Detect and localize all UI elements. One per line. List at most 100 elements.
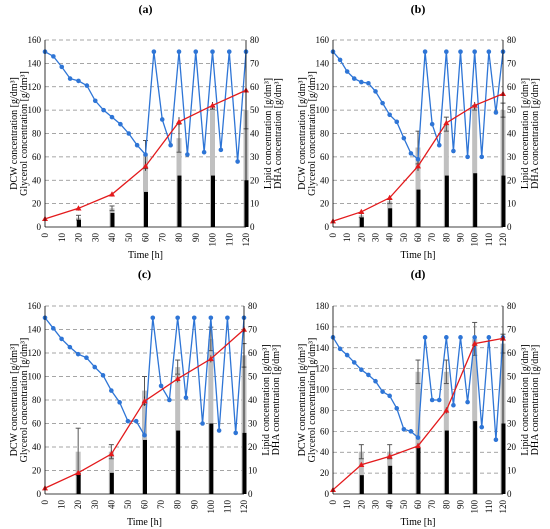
glycerol-point bbox=[408, 151, 414, 156]
y-tick-label: 40 bbox=[320, 447, 330, 457]
glycerol-point bbox=[210, 49, 215, 54]
glycerol-point bbox=[479, 424, 485, 430]
x-tick-label: 20 bbox=[73, 500, 83, 510]
glycerol-point bbox=[167, 397, 172, 403]
y-tick-label: 60 bbox=[320, 152, 330, 162]
bar-dha bbox=[109, 472, 114, 494]
glycerol-point bbox=[84, 83, 90, 88]
glycerol-point bbox=[75, 351, 81, 357]
glycerol-point bbox=[479, 154, 485, 160]
x-tick-label: 110 bbox=[484, 233, 494, 247]
glycerol-point bbox=[351, 76, 357, 81]
x-tick-label: 90 bbox=[456, 500, 466, 510]
glycerol-point bbox=[185, 152, 190, 157]
glycerol-point bbox=[67, 76, 73, 81]
x-tick-label: 60 bbox=[141, 233, 151, 243]
x-tick-label: 60 bbox=[413, 233, 423, 243]
glycerol-point bbox=[200, 421, 205, 426]
y-tick-label: 180 bbox=[316, 301, 330, 311]
glycerol-point bbox=[151, 49, 157, 54]
y-tick-label: 140 bbox=[316, 58, 330, 68]
y2-tick-label: 70 bbox=[507, 325, 517, 335]
glycerol-point bbox=[176, 49, 182, 54]
y2-tick-label: 40 bbox=[248, 395, 258, 405]
glycerol-point bbox=[235, 159, 240, 164]
glycerol-point bbox=[493, 110, 499, 115]
dcw-point bbox=[443, 119, 450, 126]
y2-tick-label: 80 bbox=[248, 301, 258, 311]
y-axis-label: Glycerol concentration [g/dm³] bbox=[19, 71, 30, 196]
glycerol-point bbox=[337, 57, 343, 63]
bar-lipid bbox=[358, 451, 364, 494]
glycerol-point bbox=[444, 49, 449, 54]
glycerol-point bbox=[100, 373, 106, 378]
glycerol-point bbox=[444, 335, 449, 340]
x-tick-label: 80 bbox=[441, 233, 451, 243]
bar-dha bbox=[416, 447, 421, 494]
y-tick-label: 20 bbox=[320, 468, 330, 478]
bar-dha bbox=[143, 439, 147, 494]
x-tick-label: 10 bbox=[57, 233, 67, 243]
y-tick-label: 60 bbox=[32, 419, 42, 429]
y2-tick-label: 20 bbox=[507, 442, 517, 452]
y2-tick-label: 50 bbox=[507, 372, 517, 382]
dcw-point bbox=[207, 355, 214, 362]
x-tick-label: 80 bbox=[441, 500, 451, 510]
x-tick-label: 100 bbox=[470, 500, 480, 514]
glycerol-point bbox=[193, 49, 199, 54]
dcw-point bbox=[415, 442, 421, 449]
glycerol-point bbox=[486, 335, 492, 340]
y-tick-label: 160 bbox=[316, 322, 330, 332]
y-tick-label: 0 bbox=[325, 222, 330, 232]
x-tick-label: 80 bbox=[174, 233, 184, 243]
x-tick-label: 50 bbox=[399, 233, 409, 243]
glycerol-point bbox=[359, 367, 364, 373]
x-tick-label: 10 bbox=[342, 500, 352, 510]
x-tick-label: 20 bbox=[74, 233, 84, 243]
x-tick-label: 0 bbox=[40, 500, 50, 505]
dcw-point bbox=[386, 194, 393, 200]
glycerol-point bbox=[76, 78, 81, 84]
y2-tick-label: 30 bbox=[248, 419, 258, 429]
bar-dha bbox=[144, 191, 148, 227]
glycerol-point bbox=[84, 355, 89, 361]
y2-tick-label: 80 bbox=[250, 35, 260, 45]
x-tick-label: 30 bbox=[371, 233, 381, 243]
y2-tick-label: 20 bbox=[250, 175, 260, 185]
x-tick-label: 110 bbox=[222, 500, 232, 514]
glycerol-point bbox=[59, 336, 64, 342]
dcw-point bbox=[386, 453, 393, 459]
y2-tick-label: 60 bbox=[507, 348, 517, 358]
glycerol-point bbox=[158, 383, 164, 389]
glycerol-point bbox=[429, 397, 435, 403]
y-tick-label: 100 bbox=[316, 385, 330, 395]
glycerol-point bbox=[401, 426, 407, 432]
chart-panel-a: (a)0204060801001201401600102030405060708… bbox=[9, 2, 284, 261]
glycerol-point bbox=[486, 49, 492, 54]
y2-axis-label: Lipid concentration [g/dm³] bbox=[520, 344, 531, 455]
y2-tick-label: 50 bbox=[250, 105, 260, 115]
x-tick-label: 0 bbox=[328, 233, 338, 238]
x-tick-label: 40 bbox=[385, 500, 395, 510]
x-tick-label: 50 bbox=[123, 500, 133, 510]
y2-axis-label: DHA concentration [g/dm³] bbox=[271, 345, 282, 456]
bar-dha bbox=[177, 175, 182, 227]
y2-tick-label: 50 bbox=[248, 372, 258, 382]
panel-title: (c) bbox=[138, 267, 151, 281]
x-tick-label: 60 bbox=[140, 500, 150, 510]
glycerol-point bbox=[458, 49, 463, 54]
glycerol-point bbox=[142, 432, 147, 438]
x-tick-label: 30 bbox=[90, 233, 100, 243]
glycerol-point bbox=[168, 142, 173, 148]
glycerol-point bbox=[67, 344, 73, 350]
glycerol-point bbox=[380, 389, 385, 394]
y-axis-label: Glycerol concentration [g/dm³] bbox=[307, 71, 318, 196]
bar-dha bbox=[359, 475, 364, 494]
glycerol-point bbox=[394, 406, 400, 411]
y-tick-label: 60 bbox=[32, 152, 42, 162]
bar-dha bbox=[444, 430, 449, 494]
x-axis-label: Time [h] bbox=[127, 517, 162, 528]
glycerol-point bbox=[451, 148, 456, 154]
y2-tick-label: 10 bbox=[507, 199, 517, 209]
y-tick-label: 80 bbox=[32, 129, 42, 139]
